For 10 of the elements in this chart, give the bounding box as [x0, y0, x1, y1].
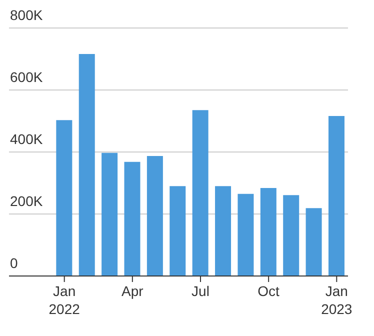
y-tick-label: 600K	[10, 69, 44, 85]
y-tick-label: 0	[10, 255, 18, 271]
x-tick-label: Jan 2023	[321, 283, 352, 317]
x-tick-label: Oct	[258, 283, 280, 299]
x-tick-label: Jan 2022	[48, 283, 80, 317]
y-tick-label: 800K	[10, 7, 44, 23]
y-tick-label: 400K	[10, 131, 44, 147]
x-tick-label: Apr	[122, 283, 144, 299]
y-tick-label: 200K	[10, 193, 44, 209]
x-tick-label: Jul	[192, 283, 210, 299]
